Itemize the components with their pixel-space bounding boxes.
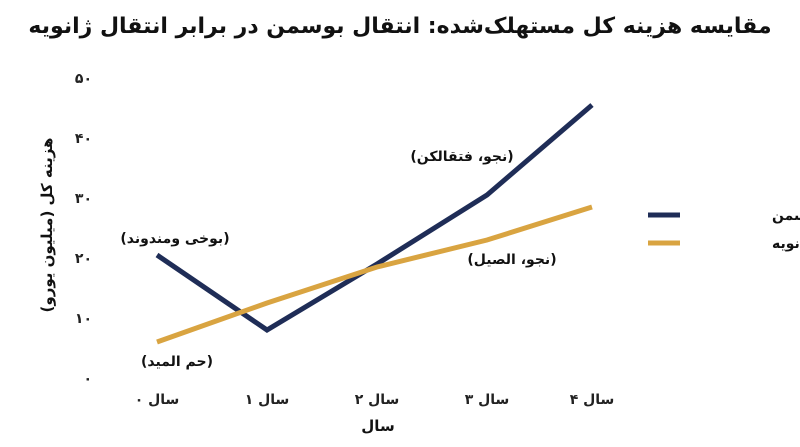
x-tick-label: سال ۱ (245, 392, 290, 408)
x-axis-label: سال (361, 417, 394, 435)
series-line-1 (156, 204, 593, 345)
legend-label: انتقال ژانویه (772, 236, 800, 252)
legend-label: انتقال بوسمن (772, 208, 800, 224)
y-tick-label: ۵۰ (75, 71, 92, 87)
annotation-label: (حم المید) (141, 354, 213, 370)
x-tick-label: سال ۳ (465, 392, 510, 408)
x-tick-label: سال ۰ (135, 392, 180, 408)
y-tick-label: ۱۰ (75, 311, 92, 327)
x-tick-label: سال ۴ (570, 392, 615, 408)
annotation-label: (بوخی ومندوند) (120, 231, 229, 247)
y-axis-label: هزینه کل (میلیون یورو) (38, 138, 56, 313)
annotation-label: (نجو، فتقالکن) (410, 149, 513, 165)
y-tick-label: ۲۰ (75, 251, 92, 267)
x-tick-label: سال ۲ (355, 392, 400, 408)
annotation-label: (نجو، الصیل) (467, 252, 556, 268)
series-line-0 (155, 103, 594, 333)
y-tick-label: ۳۰ (75, 191, 92, 207)
chart-title: مقایسه هزینه کل مستهلک‌شده: انتقال بوسمن… (28, 14, 772, 39)
y-tick-label: ۴۰ (75, 131, 92, 147)
y-tick-label: ۰ (83, 371, 92, 387)
